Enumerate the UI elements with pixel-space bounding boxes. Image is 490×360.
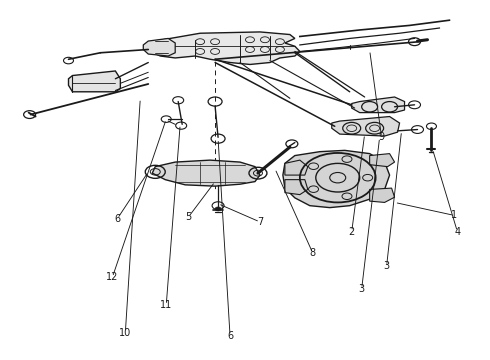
Text: 7: 7	[257, 217, 263, 227]
Circle shape	[215, 207, 221, 211]
Text: 4: 4	[454, 227, 461, 237]
Polygon shape	[152, 160, 260, 186]
Text: 3: 3	[384, 261, 390, 271]
Polygon shape	[143, 39, 175, 56]
Text: 2: 2	[348, 227, 355, 237]
Polygon shape	[283, 150, 390, 208]
Polygon shape	[369, 154, 394, 167]
Text: 6: 6	[114, 214, 121, 224]
Polygon shape	[369, 188, 394, 202]
Text: 1: 1	[451, 211, 458, 220]
Text: 10: 10	[119, 328, 131, 338]
Text: 3: 3	[359, 284, 365, 294]
Text: 6: 6	[227, 331, 233, 341]
Text: 5: 5	[185, 212, 191, 222]
Polygon shape	[148, 32, 300, 64]
Polygon shape	[69, 71, 121, 92]
Polygon shape	[285, 180, 308, 195]
Polygon shape	[352, 97, 405, 113]
Polygon shape	[285, 160, 308, 175]
Polygon shape	[332, 117, 399, 136]
Text: 8: 8	[310, 248, 316, 258]
Text: 9: 9	[379, 132, 385, 142]
Text: 11: 11	[160, 300, 172, 310]
Text: 12: 12	[106, 272, 119, 282]
